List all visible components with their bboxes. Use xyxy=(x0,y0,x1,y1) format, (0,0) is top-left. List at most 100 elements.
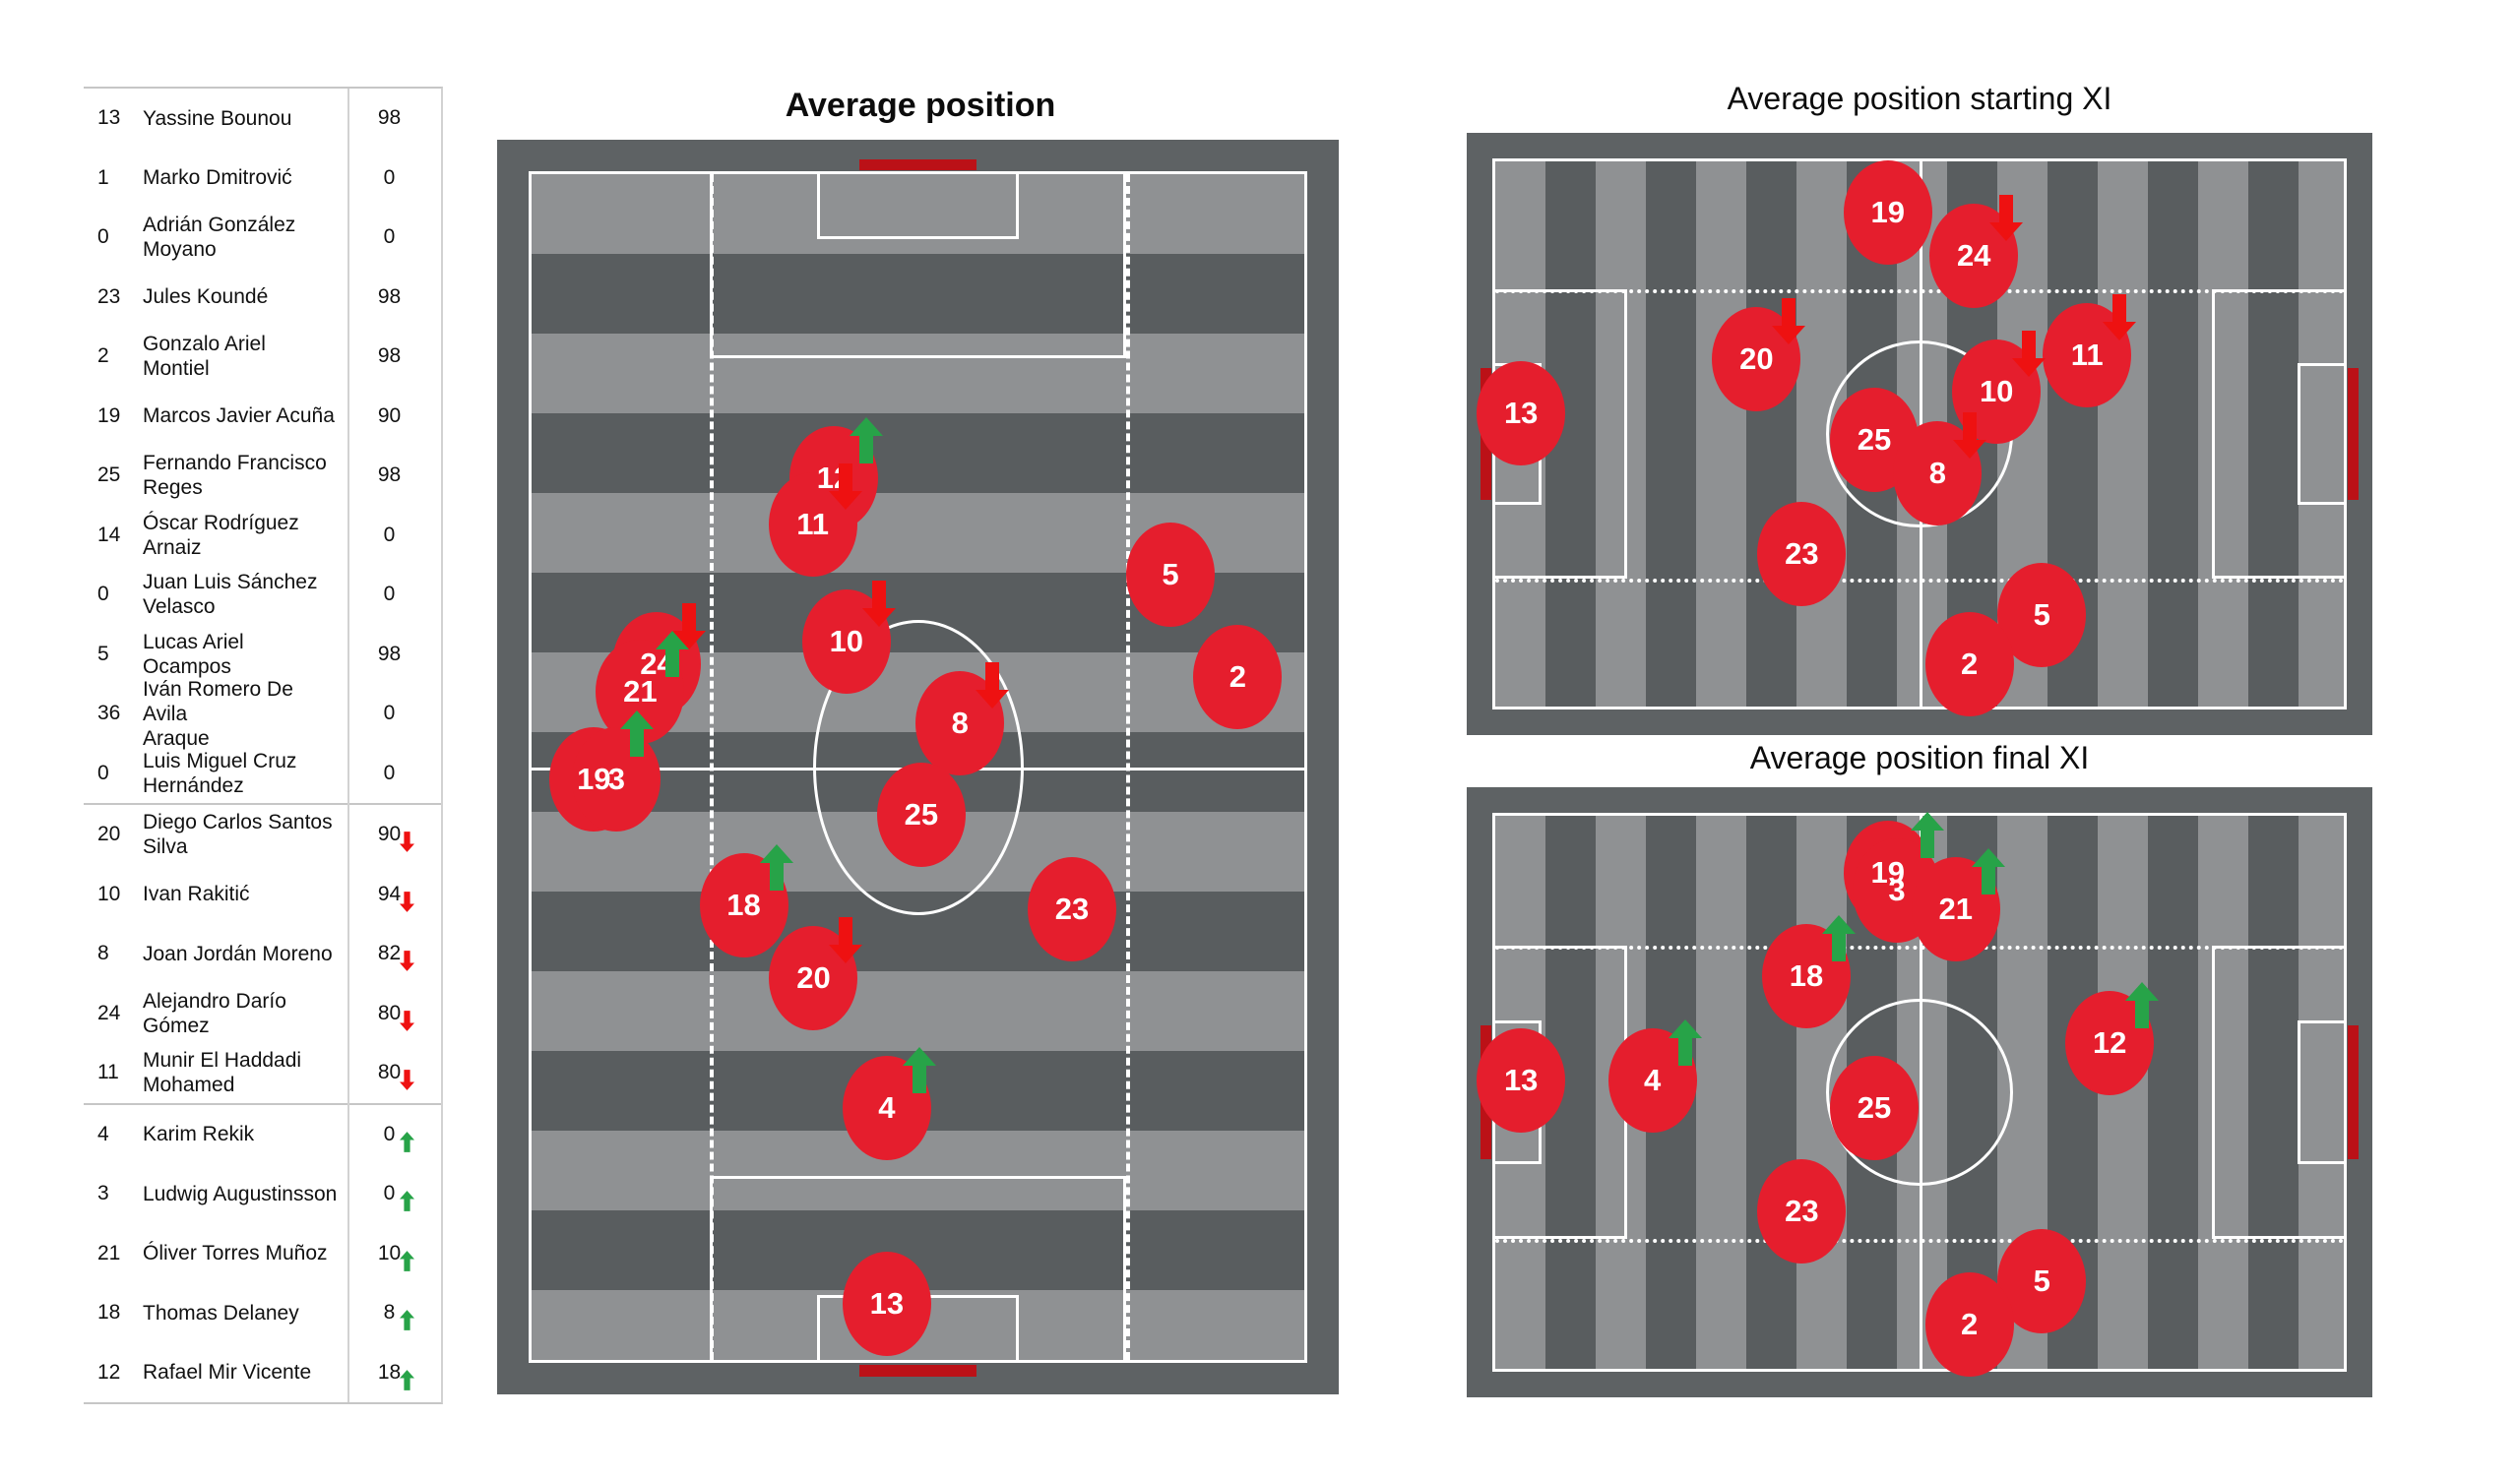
pitch-average-position: 12 11 5 10 24 21 2 8 19 3 25 18 23 20 4 13 xyxy=(497,140,1339,1394)
sub-off-icon xyxy=(399,832,414,853)
player-minutes-cell: 98 xyxy=(338,106,441,130)
sub-off-icon xyxy=(672,602,707,649)
sub-off-icon xyxy=(828,463,862,511)
player-marker-number: 24 xyxy=(1956,238,1991,274)
player-name: Marko Dmitrović xyxy=(143,166,292,190)
player-name: Luis Miguel Cruz Hernández xyxy=(143,749,297,797)
player-marker-bubble xyxy=(1924,612,2014,717)
table-row: 24 Alejandro Darío Gómez 80 xyxy=(84,984,441,1044)
player-marker-number: 19 xyxy=(577,762,611,797)
player-minutes: 90 xyxy=(377,403,402,427)
player-marker-bubble xyxy=(842,1252,931,1357)
table-row: 14 Óscar Rodríguez Arnaiz 0 xyxy=(84,506,441,566)
sub-off-icon xyxy=(1989,195,2024,242)
player-marker-number: 11 xyxy=(796,507,830,542)
table-row: 1 Marko Dmitrović 0 xyxy=(84,149,441,209)
player-marker-number: 2 xyxy=(1960,1306,1979,1341)
player-minutes-cell: 80 xyxy=(338,1002,441,1031)
player-name: Gonzalo Ariel Montiel xyxy=(143,333,266,381)
sub-off-icon xyxy=(829,916,863,963)
third-line-bottom xyxy=(1495,1238,2344,1243)
player-number: 2 xyxy=(97,344,109,368)
player-number: 0 xyxy=(97,583,109,606)
sub-on-icon xyxy=(1668,1018,1702,1066)
player-name: Munir El Haddadi Mohamed xyxy=(143,1049,302,1097)
goal-bar-top xyxy=(858,159,977,170)
player-minutes-cell: 98 xyxy=(338,344,441,368)
player-marker-number: 4 xyxy=(1643,1062,1662,1097)
goal-area-right xyxy=(2297,362,2344,505)
player-minutes: 0 xyxy=(383,1182,396,1205)
player-marker-number: 2 xyxy=(1228,658,1247,694)
pitch-starting-xi: 19 24 20 11 10 13 25 8 23 5 2 xyxy=(1467,133,2372,735)
player-minutes-cell: 0 xyxy=(338,225,441,249)
player-number: 8 xyxy=(97,942,109,965)
player-minutes-cell: 0 xyxy=(338,166,441,190)
player-marker-number: 23 xyxy=(1785,1193,1819,1228)
player-number: 11 xyxy=(97,1061,119,1084)
player-minutes-cell: 8 xyxy=(338,1301,441,1331)
player-minutes: 0 xyxy=(383,523,396,546)
player-marker-number: 25 xyxy=(1857,1089,1892,1125)
table-row: 13 Yassine Bounou 98 xyxy=(84,89,441,149)
player-marker-number: 20 xyxy=(1739,340,1774,376)
player-number: 18 xyxy=(97,1301,121,1325)
sub-on-icon xyxy=(399,1310,414,1331)
third-line-left xyxy=(709,174,714,1360)
sub-on-icon xyxy=(399,1191,414,1212)
table-row: 36 Iván Romero De Avila Araque 0 xyxy=(84,678,441,750)
player-marker-number: 25 xyxy=(1857,422,1892,458)
player-marker-bubble xyxy=(572,727,662,832)
player-number: 24 xyxy=(97,1001,121,1024)
player-minutes: 8 xyxy=(383,1301,396,1325)
player-number: 10 xyxy=(97,882,121,905)
sub-off-icon xyxy=(399,891,414,912)
player-marker-number: 18 xyxy=(1789,958,1824,994)
player-minutes-cell: 0 xyxy=(338,583,441,606)
table-row: 18 Thomas Delaney 8 xyxy=(84,1283,441,1343)
player-marker-number: 19 xyxy=(1870,195,1906,230)
goal-area-top xyxy=(817,174,1019,240)
goal-bar-right xyxy=(2348,1024,2359,1160)
player-marker-bubble xyxy=(1126,523,1215,628)
table-row: 11 Munir El Haddadi Mohamed 80 xyxy=(84,1043,441,1103)
pitch-title-average-position: Average position xyxy=(785,87,1056,124)
player-marker-number: 3 xyxy=(1888,873,1906,908)
player-minutes-cell: 0 xyxy=(338,1123,441,1152)
sub-off-icon xyxy=(861,581,896,627)
sub-on-icon xyxy=(399,1250,414,1271)
player-marker-number: 18 xyxy=(726,887,761,922)
player-table: 13 Yassine Bounou 98 1 Marko Dmitrović 0 0 Adri… xyxy=(84,87,443,1404)
player-minutes: 98 xyxy=(377,463,402,487)
player-marker-number: 19 xyxy=(1870,854,1906,890)
center-circle xyxy=(1826,999,2013,1186)
player-name: Ivan Rakitić xyxy=(143,883,250,906)
pitch-title-starting-xi: Average position starting XI xyxy=(1727,81,2112,116)
sub-on-icon xyxy=(850,417,883,464)
player-name: Jules Koundé xyxy=(143,285,269,309)
player-number: 4 xyxy=(97,1122,109,1145)
sub-off-icon xyxy=(976,661,1010,709)
player-minutes: 98 xyxy=(377,642,402,665)
sub-on-icon xyxy=(1911,812,1944,859)
table-row: 25 Fernando Francisco Reges 98 xyxy=(84,446,441,506)
player-marker-number: 20 xyxy=(796,959,831,995)
table-row: 10 Ivan Rakitić 94 xyxy=(84,865,441,925)
player-minutes: 0 xyxy=(383,761,396,784)
player-marker-number: 21 xyxy=(1938,892,1974,926)
player-minutes-cell: 98 xyxy=(338,643,441,666)
player-marker-bubble xyxy=(1193,624,1283,729)
table-row: 0 Juan Luis Sánchez Velasco 0 xyxy=(84,565,441,625)
player-minutes-cell: 94 xyxy=(338,883,441,912)
table-row: 12 Rafael Mir Vicente 18 xyxy=(84,1343,441,1403)
player-name: Rafael Mir Vicente xyxy=(143,1361,312,1385)
player-minutes-cell: 90 xyxy=(338,823,441,853)
player-name: Yassine Bounou xyxy=(143,106,292,130)
player-name: Fernando Francisco Reges xyxy=(143,452,327,500)
player-number: 21 xyxy=(97,1241,121,1264)
player-number: 20 xyxy=(97,823,121,846)
player-name: Alejandro Darío Gómez xyxy=(143,989,286,1037)
player-marker-number: 5 xyxy=(2033,1264,2050,1299)
goal-area-right xyxy=(2297,1019,2344,1165)
player-number: 25 xyxy=(97,463,121,487)
